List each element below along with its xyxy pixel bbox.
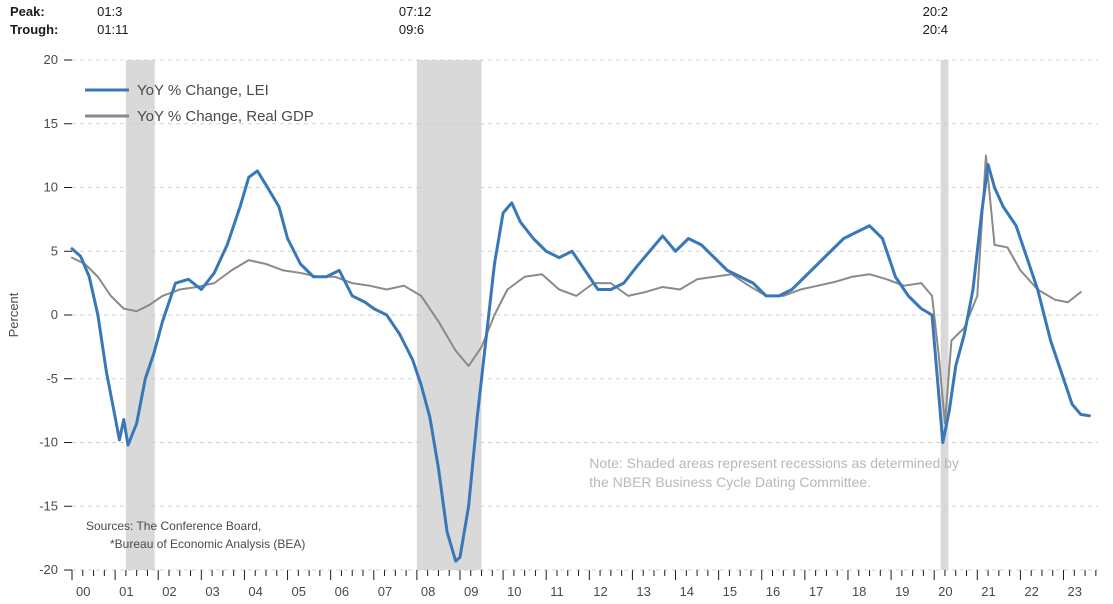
x-tick-label: 23 — [1068, 584, 1082, 599]
y-tick-label: -20 — [39, 562, 58, 577]
x-tick-label: 09 — [464, 584, 478, 599]
legend-label-gdp: YoY % Change, Real GDP — [137, 108, 314, 125]
x-tick-label: 05 — [292, 584, 306, 599]
y-tick-label: -15 — [39, 498, 58, 513]
x-tick-label: 13 — [636, 584, 650, 599]
y-tick-label: 5 — [51, 243, 58, 258]
x-tick-label: 15 — [723, 584, 737, 599]
x-tick-label: 06 — [335, 584, 349, 599]
x-tick-label: 07 — [378, 584, 392, 599]
y-tick-label: 20 — [44, 52, 58, 67]
y-tick-label: -5 — [46, 371, 58, 386]
x-tick-label: 21 — [981, 584, 995, 599]
chart-svg: -20-15-10-505101520Percent00010203040506… — [0, 0, 1113, 604]
x-tick-label: 12 — [593, 584, 607, 599]
x-tick-label: 03 — [205, 584, 219, 599]
note-line-1: the NBER Business Cycle Dating Committee… — [589, 474, 871, 490]
trough-value-1: 09:6 — [399, 22, 424, 37]
y-tick-label: 0 — [51, 307, 58, 322]
trough-label: Trough: — [10, 22, 58, 37]
source-line-0: Sources: The Conference Board, — [86, 519, 261, 533]
peak-value-1: 07:12 — [399, 4, 432, 19]
x-tick-label: 08 — [421, 584, 435, 599]
peak-value-2: 20:2 — [923, 4, 948, 19]
x-tick-label: 04 — [248, 584, 262, 599]
x-tick-label: 19 — [895, 584, 909, 599]
lei-gdp-chart: -20-15-10-505101520Percent00010203040506… — [0, 0, 1113, 604]
y-axis-label: Percent — [6, 292, 21, 337]
x-tick-label: 17 — [809, 584, 823, 599]
y-tick-label: 10 — [44, 180, 58, 195]
y-tick-label: 15 — [44, 116, 58, 131]
x-tick-label: 01 — [119, 584, 133, 599]
x-tick-label: 18 — [852, 584, 866, 599]
peak-label: Peak: — [10, 4, 45, 19]
trough-value-2: 20:4 — [923, 22, 948, 37]
source-line-1: *Bureau of Economic Analysis (BEA) — [110, 537, 305, 551]
x-tick-label: 20 — [938, 584, 952, 599]
x-tick-label: 11 — [550, 584, 564, 599]
peak-value-0: 01:3 — [97, 4, 122, 19]
x-tick-label: 10 — [507, 584, 521, 599]
y-tick-label: -10 — [39, 435, 58, 450]
x-tick-label: 14 — [680, 584, 694, 599]
x-tick-label: 16 — [766, 584, 780, 599]
x-tick-label: 02 — [162, 584, 176, 599]
x-tick-label: 00 — [76, 584, 90, 599]
trough-value-0: 01:11 — [97, 22, 129, 37]
x-tick-label: 22 — [1024, 584, 1038, 599]
note-line-0: Note: Shaded areas represent recessions … — [589, 455, 959, 471]
legend-label-lei: YoY % Change, LEI — [137, 82, 269, 99]
